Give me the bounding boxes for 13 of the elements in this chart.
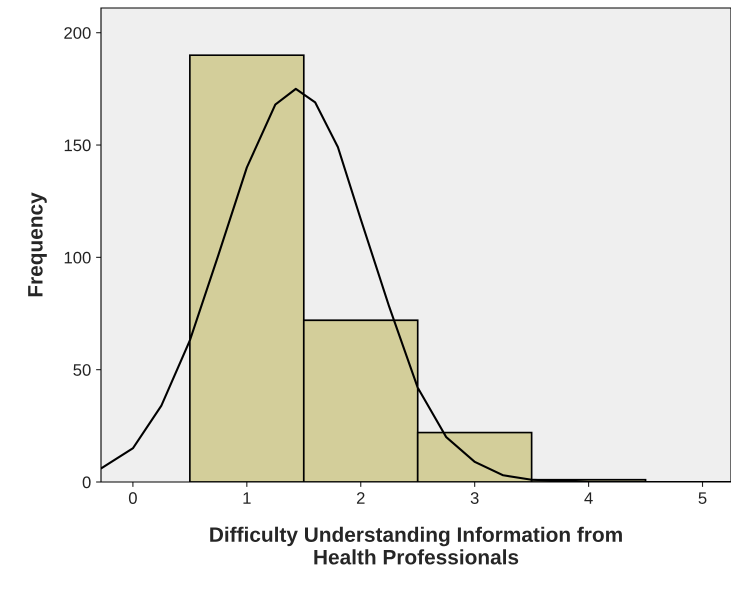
x-tick-label: 4 (584, 492, 593, 504)
y-tick-label: 200 (64, 27, 91, 39)
x-tick-label: 2 (356, 492, 365, 504)
y-axis-title: Frequency (28, 192, 47, 296)
y-tick-label: 150 (64, 139, 91, 152)
x-tick-label: 3 (470, 492, 479, 504)
y-tick-label: 0 (82, 476, 91, 488)
y-tick-label: 100 (64, 252, 91, 264)
x-tick-label: 0 (128, 492, 137, 504)
x-axis-title: Difficulty Understanding Information from Health Professionals (210, 526, 622, 565)
y-tick-label: 50 (73, 364, 91, 376)
x-tick-label: 1 (243, 492, 251, 504)
x-tick-label: 5 (698, 492, 706, 504)
